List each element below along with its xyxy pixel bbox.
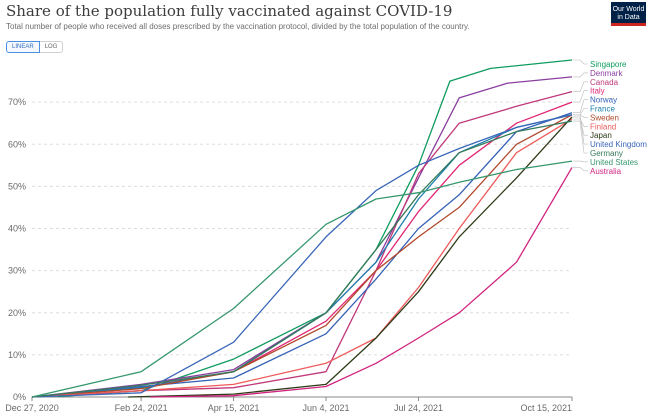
chart-title: Share of the population fully vaccinated… [6, 2, 453, 20]
linear-scale-button[interactable]: LINEAR [6, 41, 40, 53]
y-tick-label: 20% [8, 308, 26, 318]
legend-leader-line [573, 59, 588, 65]
y-tick-label: 30% [8, 266, 26, 276]
legend-leader-line [573, 114, 588, 145]
series-line-australia[interactable] [150, 167, 573, 398]
y-tick-label: 40% [8, 224, 26, 234]
legend-label-france[interactable]: France [590, 105, 615, 114]
legend-label-singapore[interactable]: Singapore [590, 60, 627, 69]
legend-label-norway[interactable]: Norway [590, 96, 617, 105]
grid-layer: 0% 10% 20% 30% 40% 50% 60% 70% Dec 27, 2020 Feb 2… [5, 97, 573, 413]
legend-leader-line [573, 160, 588, 163]
series-line-sweden[interactable] [31, 114, 573, 398]
series-layer [31, 59, 573, 398]
logo-line-1: Our World [612, 6, 645, 13]
legend-leader-line [573, 99, 588, 113]
series-line-italy[interactable] [31, 101, 573, 398]
legend-label-italy[interactable]: Italy [590, 87, 605, 96]
y-tick-label: 70% [8, 97, 26, 107]
legend-label-finland[interactable]: Finland [590, 122, 616, 131]
legend-leader-line [573, 116, 588, 136]
legend-label-united-states[interactable]: United States [590, 158, 638, 167]
x-tick-label: Apr 15, 2021 [208, 403, 260, 413]
legend-label-japan[interactable]: Japan [590, 131, 612, 140]
y-tick-label: 60% [8, 139, 26, 149]
x-tick-label: Oct 15, 2021 [520, 403, 572, 413]
legend-leader-line [573, 72, 588, 78]
chart-subtitle: Total number of people who received all … [6, 22, 470, 31]
y-tick-label: 50% [8, 181, 26, 191]
series-line-japan[interactable] [128, 116, 573, 398]
series-line-norway[interactable] [31, 112, 573, 398]
scale-toggle: LINEAR LOG [6, 41, 64, 53]
series-line-united-kingdom[interactable] [31, 114, 573, 398]
legend-leader-line [573, 81, 588, 92]
legend-layer: SingaporeDenmarkCanadaItalyNorwayFranceS… [573, 59, 647, 176]
legend-label-germany[interactable]: Germany [590, 149, 623, 158]
x-tick-label: Feb 24, 2021 [115, 403, 168, 413]
x-tick-label: Dec 27, 2020 [5, 403, 59, 413]
series-line-denmark[interactable] [31, 76, 573, 398]
legend-label-denmark[interactable]: Denmark [590, 69, 623, 78]
legend-leader-line [573, 118, 588, 127]
log-scale-button[interactable]: LOG [39, 41, 64, 53]
legend-label-united-kingdom[interactable]: United Kingdom [590, 140, 647, 149]
legend-leader-line [573, 90, 588, 103]
logo-line-2: in Data [617, 14, 640, 21]
legend-label-australia[interactable]: Australia [590, 167, 622, 176]
y-tick-label: 0% [13, 392, 26, 402]
legend-label-sweden[interactable]: Sweden [590, 113, 619, 122]
legend-leader-line [573, 167, 588, 172]
series-line-united-states[interactable] [31, 160, 573, 398]
x-tick-label: Jul 24, 2021 [394, 403, 443, 413]
x-tick-label: Jun 4, 2021 [303, 403, 350, 413]
y-tick-label: 10% [8, 350, 26, 360]
legend-label-canada[interactable]: Canada [590, 78, 619, 87]
legend-leader-line [573, 120, 588, 154]
owid-logo[interactable]: Our World in Data [611, 2, 646, 26]
series-line-germany[interactable] [31, 120, 573, 398]
logo-accent-bar [611, 23, 646, 26]
